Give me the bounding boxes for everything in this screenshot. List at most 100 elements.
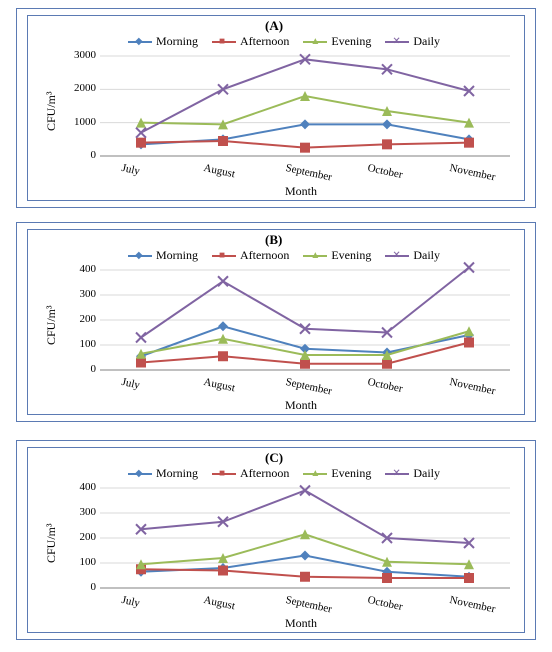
marker-afternoon-4 [464, 138, 474, 148]
afternoon-swatch: ■ [212, 37, 236, 47]
marker-morning-3 [382, 119, 392, 129]
legend-item-afternoon: ■ Afternoon [212, 34, 289, 49]
panel-title-C: (C) [265, 450, 283, 466]
y-tick-A-3000: 3000 [62, 49, 96, 61]
y-axis-label-C: CFU/m³ [44, 523, 59, 563]
y-axis-label-B: CFU/m³ [44, 305, 59, 345]
morning-swatch: ◆ [128, 37, 152, 47]
chart-C [100, 488, 510, 588]
y-tick-A-1000: 1000 [62, 116, 96, 128]
marker-morning-2 [300, 551, 310, 561]
morning-swatch: ◆ [128, 251, 152, 261]
legend-item-daily: ✕ Daily [385, 248, 440, 263]
x-tick-A-November: November [449, 162, 497, 183]
x-tick-B-September: September [285, 376, 334, 398]
x-tick-A-October: October [367, 162, 404, 181]
y-tick-B-300: 300 [62, 288, 96, 300]
legend-item-afternoon: ■ Afternoon [212, 248, 289, 263]
marker-afternoon-3 [382, 573, 392, 583]
y-tick-C-300: 300 [62, 506, 96, 518]
y-tick-A-0: 0 [62, 149, 96, 161]
daily-swatch: ✕ [385, 469, 409, 479]
marker-daily-1 [218, 276, 228, 286]
x-tick-B-August: August [203, 376, 237, 394]
series-line-daily [141, 268, 469, 338]
x-tick-C-November: November [449, 594, 497, 615]
y-tick-C-200: 200 [62, 531, 96, 543]
legend-label-afternoon: Afternoon [240, 248, 289, 263]
marker-afternoon-2 [300, 143, 310, 153]
marker-afternoon-2 [300, 572, 310, 582]
marker-afternoon-2 [300, 359, 310, 369]
marker-afternoon-1 [218, 351, 228, 361]
y-tick-B-100: 100 [62, 338, 96, 350]
x-tick-B-July: July [121, 376, 141, 392]
marker-afternoon-4 [464, 573, 474, 583]
panel-B: (B) ◆Morning ■ Afternoon ▲ Evening ✕ Daily CFU/m… [16, 222, 536, 422]
panel-inner-A: (A) ◆ Morning ■ Afternoon ▲ Evening ✕Daily CFU/m… [27, 15, 525, 201]
legend: ◆Morning ■ Afternoon ▲ Evening ✕ Daily [128, 248, 440, 263]
x-axis-label-C: Month [285, 616, 317, 631]
panel-title-A: (A) [265, 18, 283, 34]
legend-label-daily: Daily [413, 466, 440, 481]
chart-A [100, 56, 510, 156]
marker-daily-0 [136, 333, 146, 343]
marker-daily-4 [464, 263, 474, 273]
evening-swatch: ▲ [303, 469, 327, 479]
marker-afternoon-4 [464, 338, 474, 348]
x-tick-C-August: August [203, 594, 237, 612]
marker-afternoon-1 [218, 566, 228, 576]
legend-label-daily: Daily [413, 248, 440, 263]
x-tick-A-July: July [121, 162, 141, 178]
y-tick-C-0: 0 [62, 581, 96, 593]
x-tick-C-July: July [121, 594, 141, 610]
marker-afternoon-3 [382, 139, 392, 149]
afternoon-swatch: ■ [212, 251, 236, 261]
legend-item-morning: ◆Morning [128, 248, 198, 263]
legend-item-afternoon: ■Afternoon [212, 466, 289, 481]
daily-swatch: ✕ [385, 251, 409, 261]
y-tick-B-0: 0 [62, 363, 96, 375]
panel-inner-C: (C) ◆ Morning ■Afternoon ▲Evening ✕ Daily CFU/m… [27, 447, 525, 633]
x-axis-label-B: Month [285, 398, 317, 413]
evening-swatch: ▲ [303, 251, 327, 261]
y-tick-A-2000: 2000 [62, 82, 96, 94]
legend: ◆ Morning ■ Afternoon ▲ Evening ✕Daily [128, 34, 440, 49]
x-tick-C-September: September [285, 594, 334, 616]
legend-item-daily: ✕ Daily [385, 466, 440, 481]
y-tick-B-200: 200 [62, 313, 96, 325]
marker-morning-1 [218, 321, 228, 331]
legend-item-morning: ◆ Morning [128, 34, 198, 49]
marker-afternoon-1 [218, 136, 228, 146]
legend-label-afternoon: Afternoon [240, 34, 289, 49]
marker-afternoon-0 [136, 358, 146, 368]
legend-item-daily: ✕Daily [385, 34, 440, 49]
legend-label-daily: Daily [413, 34, 440, 49]
legend-label-evening: Evening [331, 248, 371, 263]
x-axis-label-A: Month [285, 184, 317, 199]
y-axis-label-A: CFU/m³ [44, 91, 59, 131]
legend-label-morning: Morning [156, 466, 198, 481]
x-tick-A-August: August [203, 162, 237, 180]
chart-B [100, 270, 510, 370]
y-tick-C-400: 400 [62, 481, 96, 493]
panel-C: (C) ◆ Morning ■Afternoon ▲Evening ✕ Daily CFU/m… [16, 440, 536, 640]
legend-item-evening: ▲Evening [303, 466, 371, 481]
y-tick-C-100: 100 [62, 556, 96, 568]
legend-label-morning: Morning [156, 34, 198, 49]
legend-label-evening: Evening [331, 34, 371, 49]
x-tick-A-September: September [285, 162, 334, 184]
panel-title-B: (B) [265, 232, 282, 248]
marker-morning-2 [300, 119, 310, 129]
legend-item-morning: ◆ Morning [128, 466, 198, 481]
panel-A: (A) ◆ Morning ■ Afternoon ▲ Evening ✕Daily CFU/m… [16, 8, 536, 208]
afternoon-swatch: ■ [212, 469, 236, 479]
x-tick-B-October: October [367, 376, 404, 395]
morning-swatch: ◆ [128, 469, 152, 479]
marker-afternoon-3 [382, 359, 392, 369]
marker-afternoon-0 [136, 138, 146, 148]
evening-swatch: ▲ [303, 37, 327, 47]
x-tick-C-October: October [367, 594, 404, 613]
legend-item-evening: ▲ Evening [303, 34, 371, 49]
y-tick-B-400: 400 [62, 263, 96, 275]
